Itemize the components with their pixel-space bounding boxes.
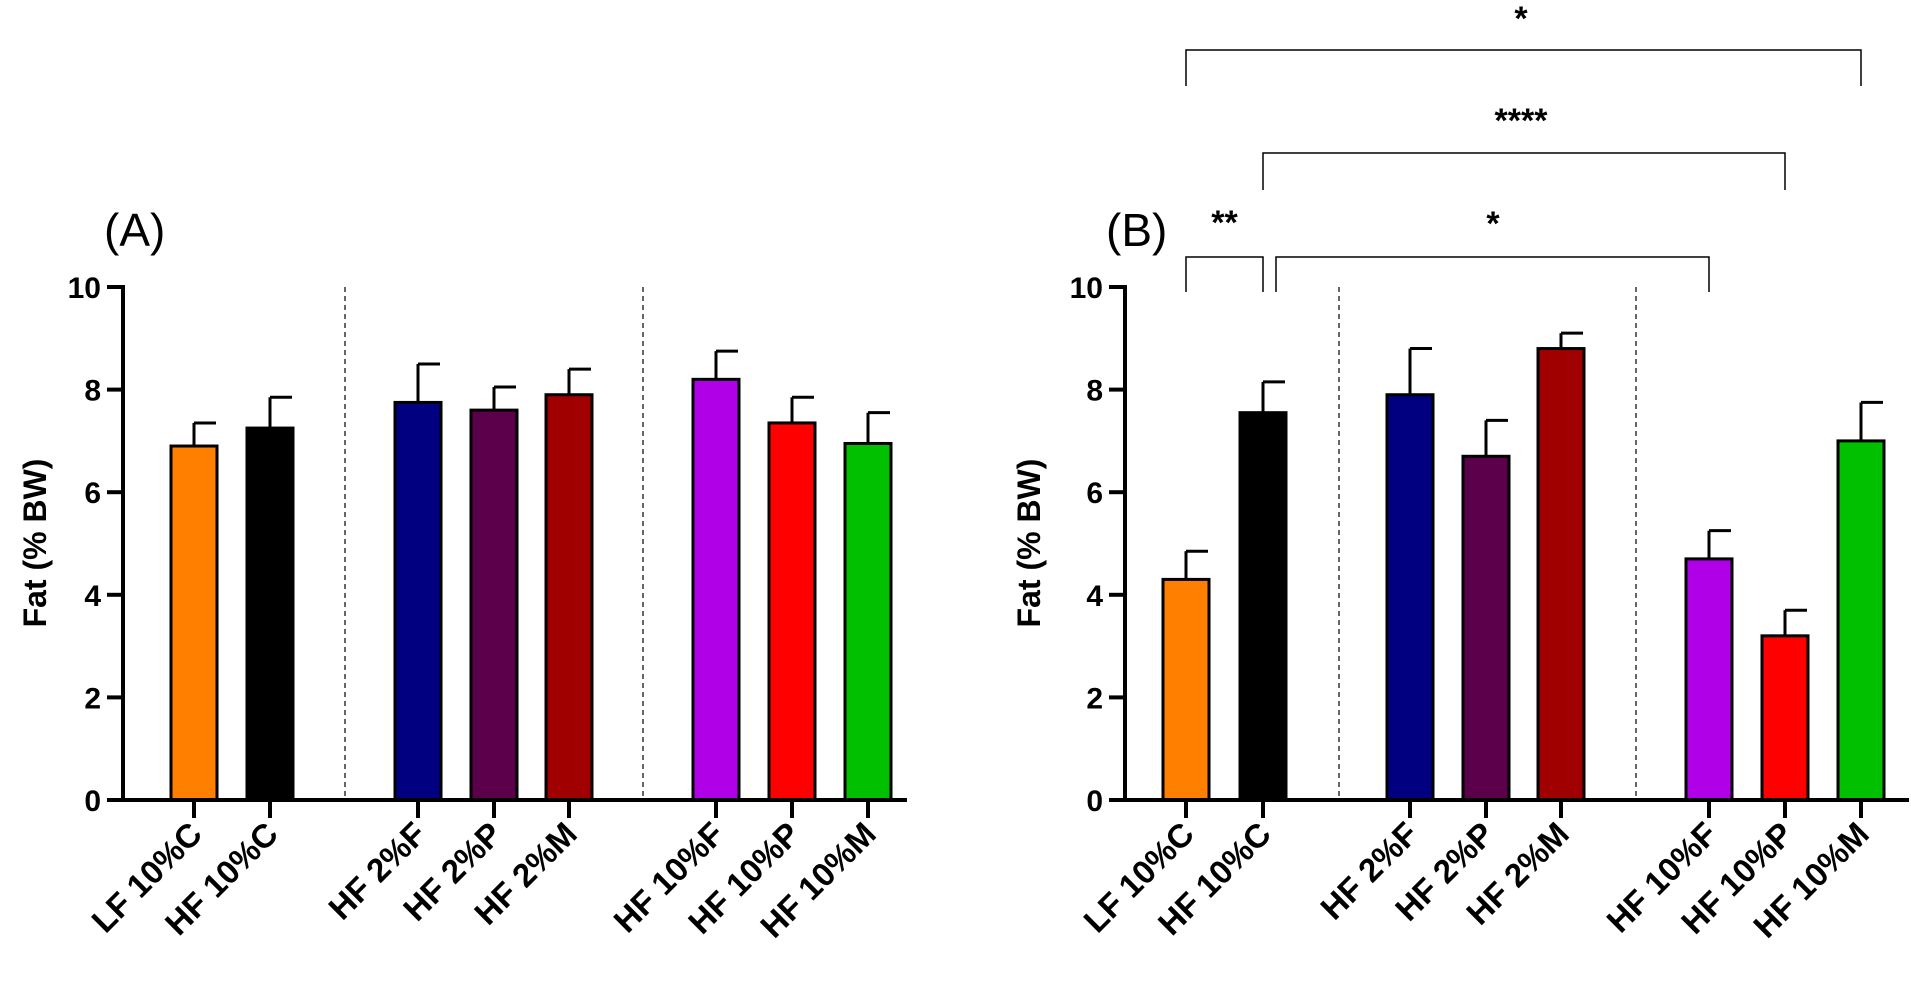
y-tick-label: 4 bbox=[84, 580, 101, 613]
y-axis-title: Fat (% BW) bbox=[17, 459, 53, 628]
bar bbox=[1385, 393, 1435, 802]
panel-label: (A) bbox=[104, 204, 165, 256]
y-tick-label: 0 bbox=[1086, 785, 1103, 818]
y-tick-label: 2 bbox=[84, 682, 101, 715]
y-axis-title: Fat (% BW) bbox=[1011, 459, 1047, 628]
significance-label: * bbox=[1486, 205, 1500, 243]
bar bbox=[691, 377, 741, 802]
y-tick-label: 0 bbox=[84, 785, 101, 818]
significance-bracket bbox=[1185, 256, 1264, 292]
y-tick-label: 6 bbox=[1086, 477, 1103, 510]
bar bbox=[544, 393, 594, 802]
panel-label: (B) bbox=[1106, 204, 1167, 256]
y-tick-label: 2 bbox=[1086, 682, 1103, 715]
significance-label: ** bbox=[1211, 204, 1238, 242]
bar bbox=[1684, 557, 1734, 802]
bar bbox=[1161, 577, 1211, 802]
y-tick-label: 6 bbox=[84, 477, 101, 510]
bar bbox=[469, 408, 519, 802]
bar bbox=[843, 441, 893, 802]
bar bbox=[169, 444, 219, 802]
significance-label: **** bbox=[1495, 102, 1549, 140]
significance-bracket bbox=[1275, 256, 1710, 292]
significance-bracket bbox=[1262, 152, 1786, 190]
bar bbox=[767, 421, 817, 802]
y-tick-label: 10 bbox=[68, 272, 101, 305]
bar bbox=[1461, 454, 1511, 802]
bar bbox=[1536, 347, 1586, 802]
bar bbox=[1238, 411, 1288, 802]
y-tick-label: 8 bbox=[1086, 375, 1103, 408]
y-tick-label: 10 bbox=[1070, 272, 1103, 305]
y-tick-label: 8 bbox=[84, 375, 101, 408]
significance-bracket bbox=[1185, 49, 1862, 86]
bar bbox=[1760, 634, 1810, 802]
bar bbox=[245, 426, 295, 802]
significance-label: * bbox=[1514, 0, 1528, 38]
bar bbox=[1836, 439, 1886, 802]
y-tick-label: 4 bbox=[1086, 580, 1103, 613]
bar bbox=[393, 400, 443, 802]
